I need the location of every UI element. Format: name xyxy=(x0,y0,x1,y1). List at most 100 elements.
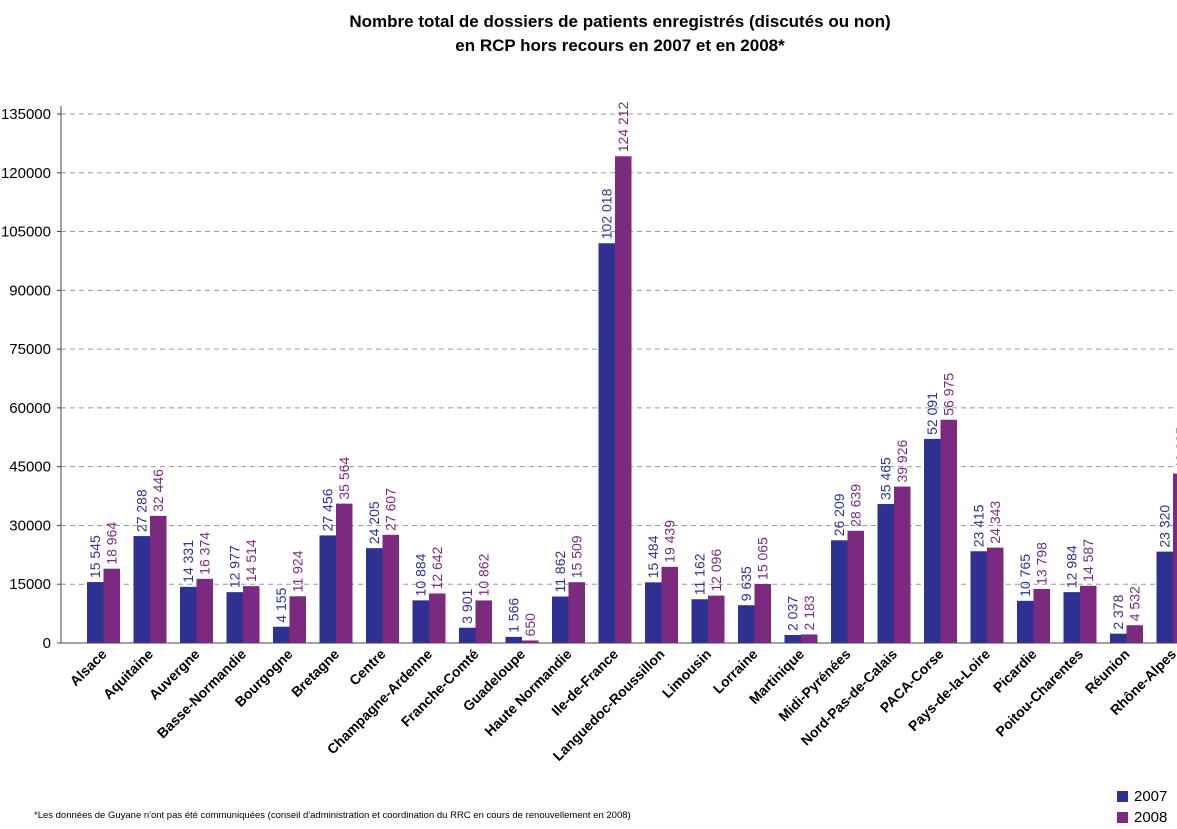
bar-2008-13 xyxy=(708,595,725,643)
bar-2008-9 xyxy=(522,640,539,643)
bar-2007-22 xyxy=(1110,633,1127,643)
legend: 2007 2008 xyxy=(1117,786,1167,828)
data-label-2008-12: 19 439 xyxy=(662,520,678,563)
data-label-2007-6: 24 205 xyxy=(366,501,382,544)
data-label-2007-15: 2 037 xyxy=(785,596,801,631)
bar-2008-7 xyxy=(429,593,446,643)
y-tick-label: 105000 xyxy=(1,224,51,241)
data-label-2008-11: 124 212 xyxy=(615,101,631,152)
footnote: *Les données de Guyane n'ont pas été com… xyxy=(34,810,631,821)
category-label: Pays-de-la-Loire xyxy=(905,646,993,734)
data-label-2007-20: 10 765 xyxy=(1017,554,1033,597)
bar-2007-18 xyxy=(924,438,941,643)
y-tick-label: 120000 xyxy=(1,165,51,182)
bar-2007-21 xyxy=(1063,592,1080,643)
bar-2007-2 xyxy=(180,586,197,643)
y-tick-label: 60000 xyxy=(9,400,51,417)
bar-2007-15 xyxy=(784,635,801,643)
data-label-2008-20: 13 798 xyxy=(1034,542,1050,585)
bar-2008-16 xyxy=(847,530,864,643)
data-label-2007-4: 4 155 xyxy=(273,587,289,622)
category-label: Limousin xyxy=(659,646,714,701)
category-label: Alsace xyxy=(66,646,109,689)
data-label-2007-13: 11 162 xyxy=(692,553,708,595)
bar-2008-23 xyxy=(1173,473,1177,643)
data-label-2007-10: 11 862 xyxy=(552,551,568,593)
legend-swatch-2007 xyxy=(1117,791,1128,802)
y-tick-label: 45000 xyxy=(9,459,51,476)
data-label-2008-2: 16 374 xyxy=(197,532,213,575)
bar-2007-13 xyxy=(691,599,708,643)
category-label: Haute Normandie xyxy=(481,646,574,739)
bar-2007-3 xyxy=(226,592,243,643)
chart-title-line2: en RCP hors recours en 2007 et en 2008* xyxy=(455,36,785,55)
bar-2007-20 xyxy=(1017,600,1034,643)
data-label-2008-3: 14 514 xyxy=(243,539,259,582)
bar-2008-4 xyxy=(289,596,306,643)
y-tick-label: 0 xyxy=(43,635,51,652)
y-tick-label: 30000 xyxy=(9,517,51,534)
data-label-2008-14: 15 065 xyxy=(755,537,771,580)
data-label-2008-10: 15 509 xyxy=(569,535,585,578)
bar-2008-14 xyxy=(754,583,771,643)
bar-2008-22 xyxy=(1126,625,1143,643)
bar-2007-10 xyxy=(552,596,569,643)
y-tick-label: 75000 xyxy=(9,341,51,358)
y-tick-label: 90000 xyxy=(9,282,51,299)
chart-title: Nombre total de dossiers de patients enr… xyxy=(0,10,1177,58)
data-label-2008-19: 24 343 xyxy=(987,501,1003,544)
bar-2007-7 xyxy=(412,600,429,643)
data-label-2008-7: 12 642 xyxy=(429,546,445,589)
data-label-2007-3: 12 977 xyxy=(227,545,243,588)
bar-2008-19 xyxy=(987,547,1004,643)
data-label-2008-21: 14 587 xyxy=(1080,539,1096,582)
data-label-2007-11: 102 018 xyxy=(599,188,615,239)
bar-2008-3 xyxy=(243,586,260,643)
data-label-2008-6: 27 607 xyxy=(383,488,399,531)
bar-2008-0 xyxy=(103,568,120,643)
data-label-2008-22: 4 532 xyxy=(1127,586,1143,621)
data-label-2007-23: 23 320 xyxy=(1157,505,1173,548)
legend-label-2008: 2008 xyxy=(1134,809,1168,826)
data-label-2008-15: 2 183 xyxy=(801,595,817,630)
bar-2007-8 xyxy=(459,627,476,643)
bar-2007-23 xyxy=(1156,551,1173,643)
bar-2007-11 xyxy=(598,243,615,643)
bar-2008-11 xyxy=(615,156,632,643)
data-label-2008-23: 43 235 xyxy=(1173,427,1177,470)
legend-item-2007: 2007 xyxy=(1117,786,1167,807)
bar-2007-6 xyxy=(366,548,383,643)
category-label: Centre xyxy=(346,646,389,689)
bar-2008-5 xyxy=(336,503,353,643)
bar-2008-21 xyxy=(1080,585,1097,643)
bar-2007-4 xyxy=(273,626,290,643)
bar-2008-8 xyxy=(475,600,492,643)
bar-2008-20 xyxy=(1033,588,1050,643)
y-tick-label: 135000 xyxy=(1,106,51,123)
legend-item-2008: 2008 xyxy=(1117,807,1167,828)
data-label-2008-0: 18 964 xyxy=(104,522,120,565)
bar-2008-6 xyxy=(382,534,399,643)
bar-2007-12 xyxy=(645,582,662,643)
data-label-2007-21: 12 984 xyxy=(1064,545,1080,588)
bar-2007-19 xyxy=(970,551,987,643)
data-label-2008-8: 10 862 xyxy=(476,553,492,596)
data-label-2007-17: 35 465 xyxy=(878,457,894,500)
bar-2007-17 xyxy=(877,504,894,643)
data-label-2007-12: 15 484 xyxy=(645,535,661,578)
data-label-2008-17: 39 926 xyxy=(894,440,910,483)
category-label: Bretagne xyxy=(288,646,342,700)
legend-swatch-2008 xyxy=(1117,812,1128,823)
data-label-2007-0: 15 545 xyxy=(87,535,103,578)
data-label-2007-16: 26 209 xyxy=(831,493,847,536)
bar-2008-2 xyxy=(196,578,213,643)
data-label-2008-5: 35 564 xyxy=(336,457,352,500)
bar-2007-1 xyxy=(133,536,150,643)
chart-title-line1: Nombre total de dossiers de patients enr… xyxy=(349,12,891,31)
data-label-2007-19: 23 415 xyxy=(971,504,987,547)
data-label-2007-7: 10 884 xyxy=(413,553,429,596)
data-label-2007-9: 1 566 xyxy=(506,598,522,633)
data-label-2008-4: 11 924 xyxy=(290,550,306,592)
bar-2008-1 xyxy=(150,515,167,643)
